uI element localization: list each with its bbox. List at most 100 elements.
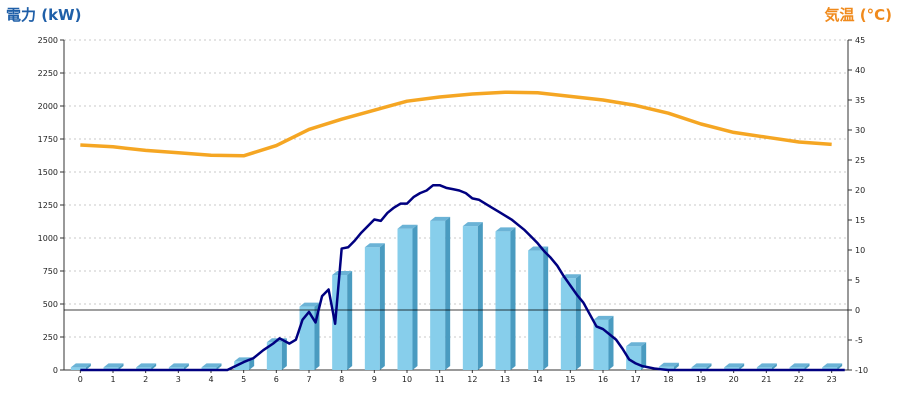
bar-top bbox=[430, 216, 451, 221]
bar-front bbox=[201, 367, 217, 370]
right-tick-label: 35 bbox=[855, 96, 865, 105]
bar-front bbox=[593, 319, 609, 370]
bar bbox=[691, 363, 712, 370]
x-tick-label: 18 bbox=[663, 375, 673, 384]
left-tick-label: 1750 bbox=[38, 135, 58, 144]
bar-side bbox=[183, 363, 189, 370]
power-line bbox=[80, 183, 845, 372]
right-tick-label: 20 bbox=[855, 186, 865, 195]
left-tick-label: 1250 bbox=[38, 201, 58, 210]
bar-front bbox=[266, 342, 282, 370]
bar-top bbox=[397, 224, 418, 229]
left-tick-label: 2500 bbox=[38, 36, 58, 45]
bar-side bbox=[510, 227, 516, 370]
x-tick-label: 16 bbox=[598, 375, 608, 384]
bar-top bbox=[364, 243, 385, 248]
bar-top bbox=[168, 363, 189, 368]
x-tick-label: 19 bbox=[696, 375, 706, 384]
bar-top bbox=[593, 315, 614, 320]
x-tick-label: 17 bbox=[631, 375, 641, 384]
bar bbox=[462, 222, 483, 370]
bar-top bbox=[136, 363, 157, 368]
bar-top bbox=[822, 363, 843, 368]
bar-side bbox=[706, 363, 712, 370]
bar bbox=[136, 363, 157, 370]
left-tick-label: 1000 bbox=[38, 234, 58, 243]
right-tick-label: 5 bbox=[855, 276, 860, 285]
x-tick-label: 20 bbox=[729, 375, 739, 384]
bar-front bbox=[332, 274, 348, 370]
x-tick-label: 12 bbox=[467, 375, 477, 384]
bar bbox=[495, 227, 516, 370]
bar bbox=[658, 362, 679, 370]
bar-top bbox=[70, 363, 91, 368]
left-tick-label: 2000 bbox=[38, 102, 58, 111]
bar-front bbox=[789, 367, 805, 370]
bar-side bbox=[543, 246, 549, 370]
bar-top bbox=[103, 363, 124, 368]
bar-front bbox=[658, 366, 674, 370]
bar bbox=[266, 338, 287, 370]
right-tick-label: -5 bbox=[855, 336, 863, 345]
bar-front bbox=[70, 367, 86, 370]
bar-top bbox=[495, 227, 516, 232]
bar bbox=[822, 363, 843, 370]
right-tick-label: 0 bbox=[855, 306, 860, 315]
x-tick-label: 8 bbox=[339, 375, 344, 384]
bar-side bbox=[477, 222, 483, 370]
left-tick-label: 500 bbox=[43, 300, 58, 309]
bar-side bbox=[641, 342, 647, 370]
bar-side bbox=[85, 363, 91, 370]
left-tick-label: 1500 bbox=[38, 168, 58, 177]
left-tick-label: 250 bbox=[43, 333, 58, 342]
left-tick-label: 2250 bbox=[38, 69, 58, 78]
bar-top bbox=[658, 362, 679, 367]
bar bbox=[168, 363, 189, 370]
bar-front bbox=[724, 367, 740, 370]
x-tick-label: 5 bbox=[241, 375, 246, 384]
bar-front bbox=[234, 361, 250, 370]
bar-side bbox=[837, 363, 843, 370]
temperature-line bbox=[80, 90, 832, 158]
bar bbox=[103, 363, 124, 370]
bar-side bbox=[445, 216, 451, 370]
bar bbox=[332, 270, 353, 370]
bar-top bbox=[756, 363, 777, 368]
right-tick-label: 45 bbox=[855, 36, 865, 45]
x-tick-label: 6 bbox=[274, 375, 279, 384]
bar bbox=[201, 363, 222, 370]
bar-front bbox=[560, 278, 576, 370]
bar-top bbox=[626, 342, 647, 347]
x-tick-label: 21 bbox=[761, 375, 771, 384]
x-tick-label: 14 bbox=[533, 375, 543, 384]
x-tick-label: 1 bbox=[110, 375, 115, 384]
x-tick-label: 0 bbox=[78, 375, 83, 384]
left-tick-label: 750 bbox=[43, 267, 58, 276]
bar bbox=[70, 363, 91, 370]
x-tick-label: 4 bbox=[208, 375, 213, 384]
bar-front bbox=[822, 367, 838, 370]
bar bbox=[756, 363, 777, 370]
bar-top bbox=[789, 363, 810, 368]
bar-top bbox=[462, 222, 483, 227]
bar-top bbox=[724, 363, 745, 368]
bar-side bbox=[118, 363, 124, 370]
bar-front bbox=[691, 367, 707, 370]
x-tick-label: 10 bbox=[402, 375, 412, 384]
bar bbox=[789, 363, 810, 370]
bar-side bbox=[673, 362, 679, 370]
bar-side bbox=[347, 270, 353, 370]
bar-front bbox=[299, 306, 315, 370]
bar-side bbox=[216, 363, 222, 370]
bar-front bbox=[103, 367, 119, 370]
bar-front bbox=[364, 247, 380, 370]
right-axis-title: 気温 (°C) bbox=[824, 6, 892, 24]
bar-side bbox=[739, 363, 745, 370]
x-tick-label: 15 bbox=[565, 375, 575, 384]
bar bbox=[397, 224, 418, 370]
x-tick-label: 11 bbox=[435, 375, 445, 384]
bar-side bbox=[575, 274, 581, 370]
right-tick-label: 15 bbox=[855, 216, 865, 225]
right-tick-label: 10 bbox=[855, 246, 865, 255]
